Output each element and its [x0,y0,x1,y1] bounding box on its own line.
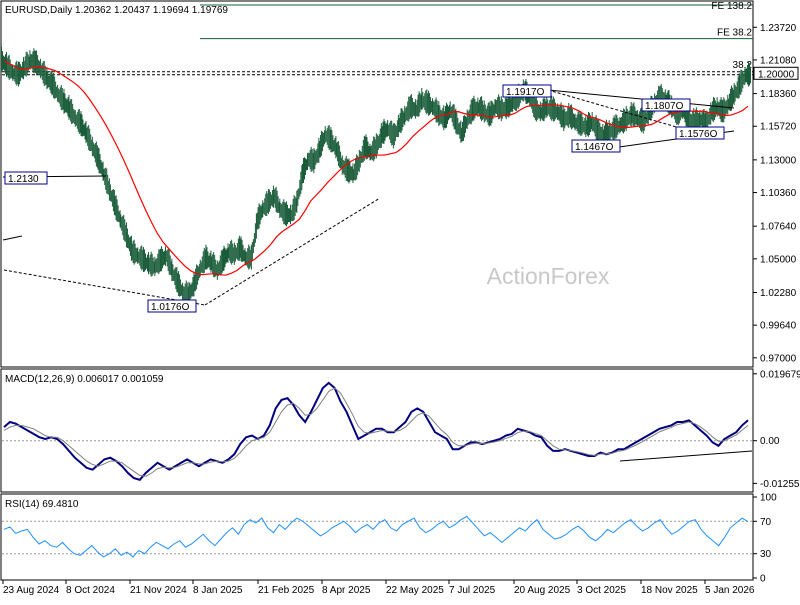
macd-axis-label-0: 0.019679 [760,369,800,380]
level-label-382: 38.2 [733,60,753,71]
watermark: ActionForex [487,263,610,289]
annotation-label-5: 1.1467O [575,142,614,153]
macd-axis-label-1: 0.00 [760,436,780,447]
macd-panel-title: MACD(12,26,9) 0.006017 0.001059 [5,374,164,385]
price-axis-label-8: 1.02280 [760,288,797,299]
price-axis-label-9: 0.99640 [760,321,797,332]
price-axis-label-1: 1.21080 [760,55,797,66]
x-axis-label-5: 8 Apr 2025 [322,585,371,596]
macd-series-macd [3,381,749,481]
annotation-box [147,299,197,313]
rsi-panel[interactable] [0,493,754,581]
macd-series-signal [3,387,749,477]
annotation-box [675,126,725,140]
x-axis-label-10: 18 Nov 2025 [641,585,698,596]
axis-layer: 1.23720 1.21080 1.18360 1.15720 1.13000 1.103… [2,23,800,596]
trendline-low-dashed [3,269,206,306]
x-axis-label-8: 20 Aug 2025 [514,585,571,596]
annotation-label-4: 1.1576O [679,129,718,140]
macd-trendline [619,450,753,462]
annotation-box [571,139,621,153]
x-axis-label-0: 23 Aug 2024 [3,585,60,596]
level-label-fe1382: FE 138.2 [711,1,752,12]
x-axis-label-2: 21 Nov 2024 [130,585,187,596]
annotation-label-1: 1.0176O [151,302,190,313]
level-label-fe382: FE 38.2 [717,28,752,39]
annotation-label-3: 1.1807O [645,101,684,112]
price-axis-label-3: 1.15720 [760,122,797,133]
price-axis-label-6: 1.07640 [760,222,797,233]
trendline-rise-dashed [204,197,381,306]
x-axis-label-9: 3 Oct 2025 [577,585,626,596]
price-panel-title: EURUSD,Daily 1.20362 1.20437 1.19694 1.1… [5,5,228,16]
wedge-dashed [547,89,681,129]
rsi-line [3,515,749,558]
price-axis-label-5: 1.10360 [760,188,797,199]
macd-panel[interactable] [0,368,754,493]
macd-layer [2,381,753,481]
price-axis-label-4: 1.13000 [760,155,797,166]
triangle-upper-line [547,89,735,109]
annotation-label-0: 1.2130 [8,174,39,185]
rsi-axis-label-0: 100 [760,493,777,504]
current-price-tag [753,66,799,80]
price-axis-label-7: 1.05000 [760,254,797,265]
annotation-box [502,84,552,98]
price-panel[interactable] [0,0,754,368]
price-layer: FE 138.2 FE 38.2 38.2 1.2130 1.0176O 1.1917O 1… [1,1,753,313]
macd-axis-label-2: -0.012552 [760,479,800,490]
rsi-axis-label-1: 70 [760,517,772,528]
rsi-layer [2,515,753,558]
rsi-panel-title: RSI(14) 69.4810 [5,499,79,510]
annotation-label-2: 1.1917O [506,87,545,98]
x-axis-label-4: 21 Feb 2025 [258,585,315,596]
x-axis-label-6: 22 May 2025 [386,585,444,596]
price-title: EURUSD,Daily [5,5,72,16]
current-price-label: 1.20000 [758,69,795,80]
price-axis-label-10: 0.97000 [760,353,797,364]
x-axis-label-1: 8 Oct 2024 [66,585,115,596]
moving-average-line [3,60,749,276]
ohlc-values: 1.20362 1.20437 1.19694 1.19769 [75,5,228,16]
x-axis-label-7: 7 Jul 2025 [449,585,496,596]
x-axis-label-11: 5 Jan 2026 [705,585,755,596]
price-axis-label-2: 1.18360 [760,89,797,100]
rsi-axis-label-2: 30 [760,549,772,560]
trendline-left-fragment [2,235,23,241]
annotation-box [641,98,691,112]
x-axis-label-3: 8 Jan 2025 [193,585,243,596]
annotation-box [4,171,48,185]
rsi-axis-label-3: 0 [760,574,766,585]
price-axis-label-0: 1.23720 [760,23,797,34]
